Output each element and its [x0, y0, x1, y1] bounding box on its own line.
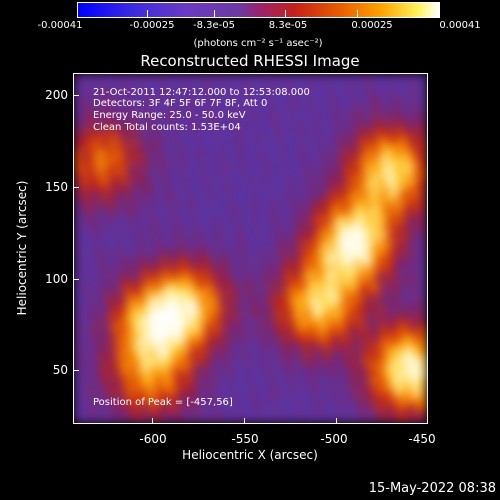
x-tick-label: -600: [139, 432, 167, 446]
colorbar-label: 8.3e-05: [268, 20, 308, 31]
x-tick-mark: [336, 418, 337, 424]
annotation-energy: Energy Range: 25.0 - 50.0 keV: [93, 110, 246, 121]
colorbar-label: -0.00041: [37, 20, 83, 31]
colorbar-label: 0.00041: [439, 20, 481, 31]
colorbar-tick: [285, 10, 286, 18]
peak-position: Position of Peak = [-457,56]: [93, 397, 233, 408]
x-tick-label: -450: [408, 432, 436, 446]
colorbar-tick: [77, 10, 78, 18]
colorbar-label: -0.00025: [129, 20, 175, 31]
y-axis-label: Heliocentric Y (arcsec): [15, 180, 29, 316]
chart-title: Reconstructed RHESSI Image: [140, 52, 360, 70]
y-tick-mark: [73, 279, 79, 280]
plot-area: [73, 73, 428, 424]
heatmap-canvas: [74, 74, 427, 423]
y-tick-label: 150: [45, 180, 68, 194]
colorbar-label: 0.00025: [351, 20, 393, 31]
y-tick-mark: [73, 187, 79, 188]
x-tick-mark: [244, 418, 245, 424]
colorbar-tick: [214, 10, 215, 18]
annotation-time-range: 21-Oct-2011 12:47:12.000 to 12:53:08.000: [93, 87, 310, 98]
colorbar: [77, 2, 440, 18]
annotation-counts: Clean Total counts: 1.53E+04: [93, 122, 241, 133]
y-tick-mark: [73, 370, 79, 371]
colorbar-tick: [439, 10, 440, 18]
render-timestamp: 15-May-2022 08:38: [368, 481, 496, 496]
colorbar-tick: [147, 10, 148, 18]
x-tick-label: -500: [320, 432, 348, 446]
x-tick-mark: [152, 418, 153, 424]
y-tick-mark: [73, 95, 79, 96]
y-tick-label: 50: [52, 363, 68, 377]
colorbar-units: (photons cm⁻² s⁻¹ asec⁻²): [193, 38, 323, 49]
y-tick-label: 100: [45, 272, 68, 286]
x-tick-label: -550: [231, 432, 259, 446]
annotation-detectors: Detectors: 3F 4F 5F 6F 7F 8F, Att 0: [93, 98, 268, 109]
y-tick-label: 200: [45, 88, 68, 102]
x-axis-label: Heliocentric X (arcsec): [182, 448, 318, 462]
colorbar-label: -8.3e-05: [193, 20, 235, 31]
colorbar-tick: [357, 10, 358, 18]
